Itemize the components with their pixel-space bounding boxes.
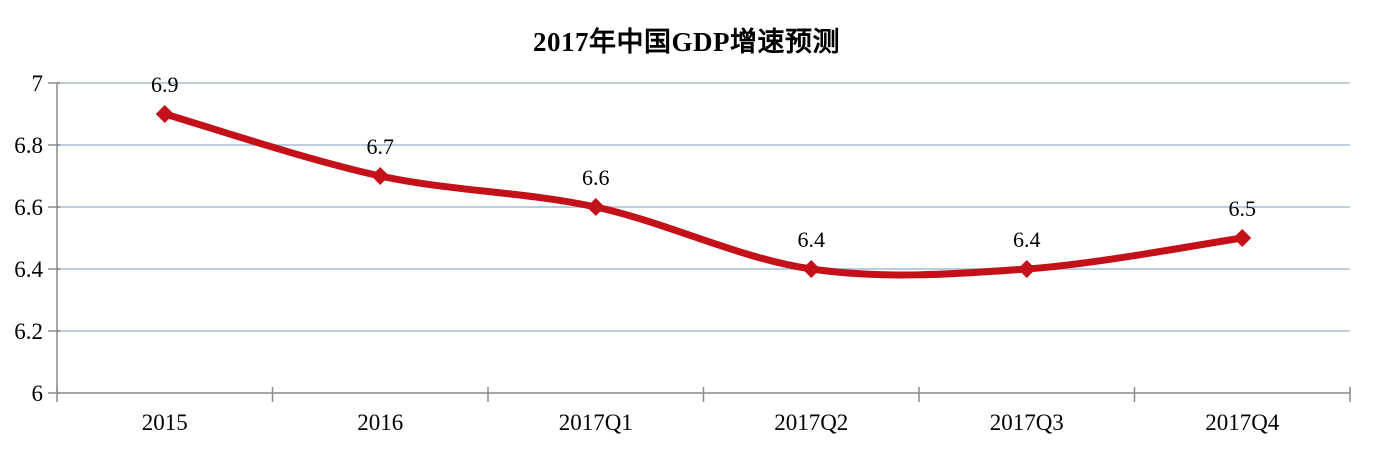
x-axis-label: 2015 xyxy=(142,410,188,435)
x-axis-label: 2017Q3 xyxy=(990,410,1064,435)
data-point-marker xyxy=(802,260,821,278)
data-point-marker xyxy=(586,198,605,216)
y-axis-label: 7 xyxy=(32,71,44,96)
data-point-marker xyxy=(371,167,390,185)
data-label: 6.4 xyxy=(798,227,826,252)
y-axis-label: 6 xyxy=(32,381,44,406)
chart-title: 2017年中国GDP增速预测 xyxy=(533,27,840,57)
x-axis-label: 2017Q1 xyxy=(559,410,633,435)
data-point-marker xyxy=(1017,260,1036,278)
y-axis-label: 6.8 xyxy=(14,133,43,158)
y-axis-label: 6.4 xyxy=(14,257,43,282)
x-axis-label: 2016 xyxy=(357,410,403,435)
data-point-marker xyxy=(155,105,174,123)
data-label: 6.5 xyxy=(1229,196,1257,221)
y-axis-label: 6.6 xyxy=(14,195,43,220)
data-label: 6.6 xyxy=(582,165,610,190)
data-label: 6.4 xyxy=(1013,227,1041,252)
data-point-marker xyxy=(1233,229,1252,247)
x-axis-label: 2017Q4 xyxy=(1205,410,1280,435)
data-label: 6.7 xyxy=(367,134,395,159)
y-axis-label: 6.2 xyxy=(14,319,43,344)
data-label: 6.9 xyxy=(151,72,179,97)
x-axis-label: 2017Q2 xyxy=(774,410,848,435)
series-line xyxy=(161,110,1246,279)
